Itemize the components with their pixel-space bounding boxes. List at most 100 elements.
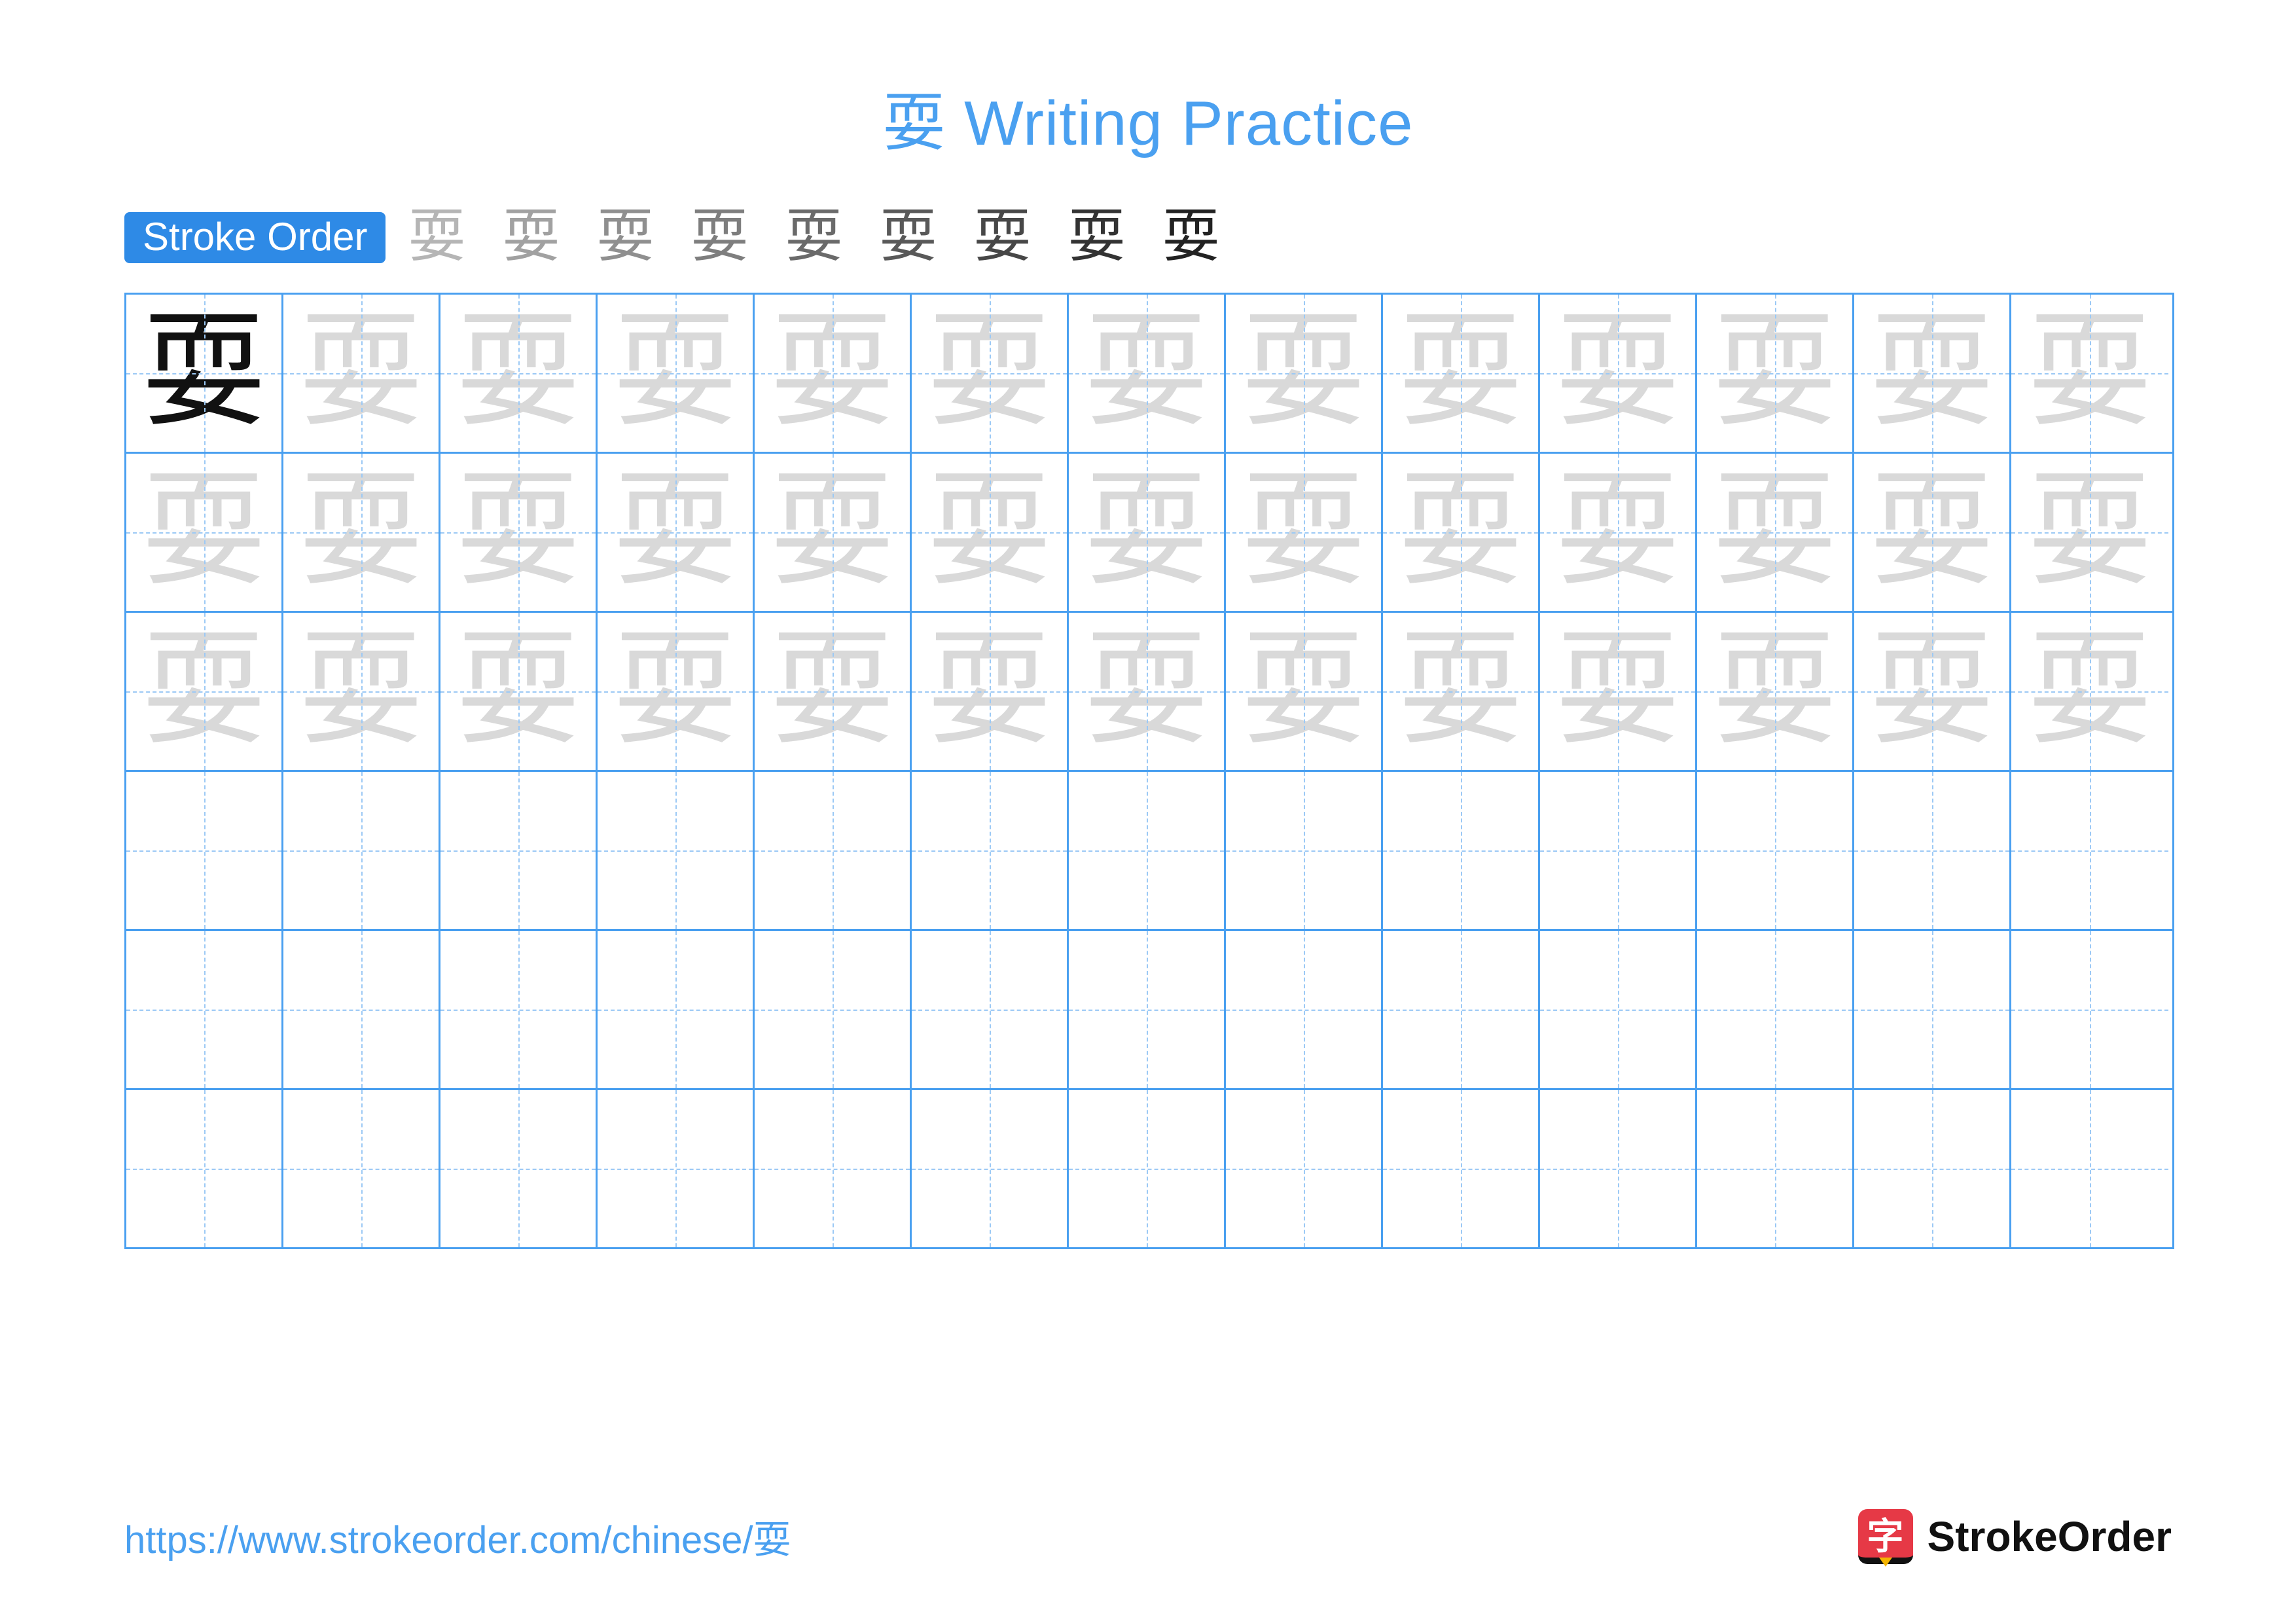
grid-cell: 耍	[1697, 295, 1854, 452]
trace-character: 耍	[1241, 311, 1365, 435]
grid-row: 耍耍耍耍耍耍耍耍耍耍耍耍耍	[126, 454, 2172, 613]
trace-character: 耍	[141, 470, 266, 594]
stroke-order-badge: Stroke Order	[124, 212, 386, 263]
grid-cell: 耍	[126, 613, 283, 770]
grid-cell	[912, 931, 1069, 1088]
source-url: https://www.strokeorder.com/chinese/耍	[124, 1509, 791, 1564]
grid-cell	[1540, 931, 1697, 1088]
trace-character: 耍	[1712, 629, 1837, 754]
grid-cell	[1697, 931, 1854, 1088]
logo-text: StrokeOrder	[1928, 1512, 2172, 1561]
grid-cell: 耍	[2011, 454, 2168, 611]
grid-row	[126, 772, 2172, 931]
grid-cell	[1383, 931, 1540, 1088]
grid-cell	[1069, 772, 1226, 929]
grid-cell: 耍	[440, 613, 598, 770]
grid-cell	[283, 931, 440, 1088]
trace-character: 耍	[770, 629, 894, 754]
footer: https://www.strokeorder.com/chinese/耍 字 …	[124, 1470, 2172, 1564]
grid-cell	[1383, 772, 1540, 929]
trace-character: 耍	[1398, 629, 1522, 754]
trace-character: 耍	[770, 470, 894, 594]
trace-character: 耍	[1084, 311, 1208, 435]
grid-cell: 耍	[126, 454, 283, 611]
grid-cell	[1069, 1090, 1226, 1247]
stroke-step: 耍	[1162, 209, 1220, 266]
trace-character: 耍	[1241, 470, 1365, 594]
grid-cell: 耍	[1069, 613, 1226, 770]
logo-icon: 字	[1858, 1509, 1913, 1564]
grid-cell	[440, 772, 598, 929]
grid-cell: 耍	[1226, 454, 1383, 611]
grid-row	[126, 1090, 2172, 1247]
grid-cell	[1540, 1090, 1697, 1247]
grid-cell	[598, 772, 755, 929]
trace-character: 耍	[1398, 311, 1522, 435]
grid-cell: 耍	[2011, 613, 2168, 770]
stroke-step: 耍	[1068, 209, 1126, 266]
grid-cell	[1226, 931, 1383, 1088]
grid-cell: 耍	[440, 295, 598, 452]
grid-cell	[755, 931, 912, 1088]
grid-cell	[1069, 931, 1226, 1088]
grid-cell: 耍	[755, 613, 912, 770]
page-title: 耍 Writing Practice	[124, 72, 2172, 163]
trace-character: 耍	[1712, 311, 1837, 435]
grid-cell	[283, 1090, 440, 1247]
grid-cell	[126, 1090, 283, 1247]
model-character: 耍	[141, 311, 266, 435]
grid-cell	[1226, 1090, 1383, 1247]
grid-cell	[2011, 931, 2168, 1088]
trace-character: 耍	[2028, 629, 2152, 754]
stroke-order-sequence: 耍耍耍耍耍耍耍耍耍	[408, 209, 1219, 266]
grid-cell	[1540, 772, 1697, 929]
logo: 字 StrokeOrder	[1858, 1509, 2172, 1564]
stroke-step: 耍	[691, 209, 749, 266]
grid-cell	[755, 772, 912, 929]
trace-character: 耍	[2028, 470, 2152, 594]
trace-character: 耍	[613, 470, 737, 594]
grid-cell: 耍	[1697, 613, 1854, 770]
grid-cell: 耍	[1854, 295, 2011, 452]
stroke-step: 耍	[408, 209, 465, 266]
grid-row: 耍耍耍耍耍耍耍耍耍耍耍耍耍	[126, 295, 2172, 454]
trace-character: 耍	[927, 311, 1051, 435]
grid-cell: 耍	[1383, 454, 1540, 611]
grid-cell: 耍	[1226, 613, 1383, 770]
grid-cell: 耍	[1383, 613, 1540, 770]
trace-character: 耍	[2028, 311, 2152, 435]
trace-character: 耍	[613, 311, 737, 435]
pencil-tip-icon	[1879, 1558, 1892, 1567]
grid-cell: 耍	[912, 454, 1069, 611]
stroke-order-row: Stroke Order 耍耍耍耍耍耍耍耍耍	[124, 209, 2172, 266]
trace-character: 耍	[927, 629, 1051, 754]
stroke-step: 耍	[880, 209, 937, 266]
grid-cell: 耍	[1069, 295, 1226, 452]
grid-cell	[283, 772, 440, 929]
grid-cell: 耍	[598, 295, 755, 452]
trace-character: 耍	[1869, 311, 1994, 435]
grid-cell: 耍	[2011, 295, 2168, 452]
grid-cell	[1854, 772, 2011, 929]
grid-cell: 耍	[440, 454, 598, 611]
grid-cell	[598, 931, 755, 1088]
grid-cell	[1697, 772, 1854, 929]
grid-cell: 耍	[283, 613, 440, 770]
stroke-step: 耍	[785, 209, 843, 266]
grid-cell: 耍	[283, 454, 440, 611]
grid-cell	[1226, 772, 1383, 929]
grid-cell	[440, 931, 598, 1088]
grid-cell	[1383, 1090, 1540, 1247]
grid-cell	[440, 1090, 598, 1247]
grid-cell: 耍	[1697, 454, 1854, 611]
trace-character: 耍	[1555, 470, 1679, 594]
stroke-step: 耍	[502, 209, 560, 266]
practice-grid: 耍耍耍耍耍耍耍耍耍耍耍耍耍耍耍耍耍耍耍耍耍耍耍耍耍耍耍耍耍耍耍耍耍耍耍耍耍耍耍	[124, 293, 2174, 1249]
grid-cell: 耍	[126, 295, 283, 452]
trace-character: 耍	[1869, 629, 1994, 754]
trace-character: 耍	[613, 629, 737, 754]
grid-cell	[2011, 772, 2168, 929]
trace-character: 耍	[927, 470, 1051, 594]
trace-character: 耍	[456, 629, 580, 754]
grid-cell: 耍	[1540, 454, 1697, 611]
